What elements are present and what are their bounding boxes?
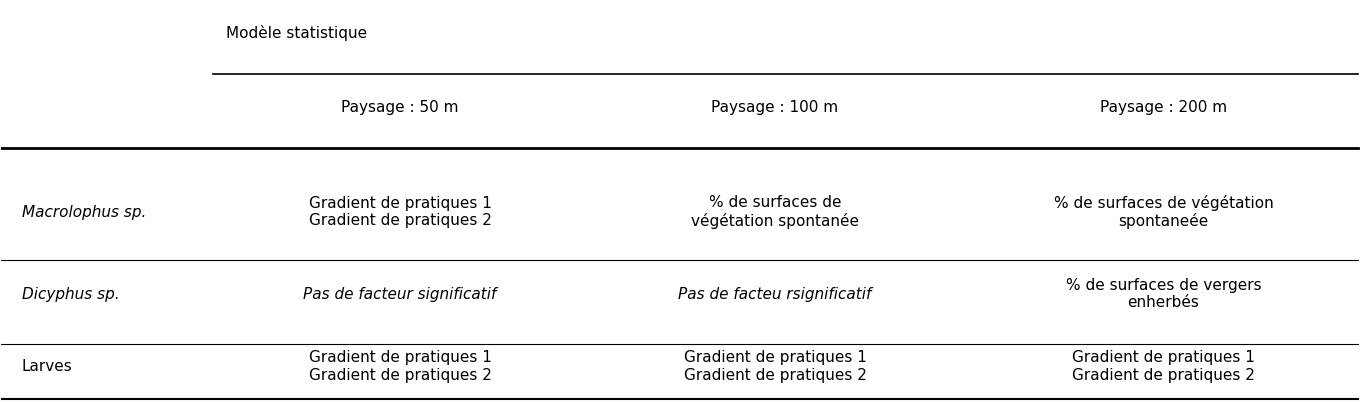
Text: Gradient de pratiques 1
Gradient de pratiques 2: Gradient de pratiques 1 Gradient de prat… [309, 350, 492, 383]
Text: Paysage : 50 m: Paysage : 50 m [342, 100, 459, 115]
Text: % de surfaces de
végétation spontanée: % de surfaces de végétation spontanée [691, 195, 859, 229]
Text: Paysage : 200 m: Paysage : 200 m [1100, 100, 1227, 115]
Text: Pas de facteur significatif: Pas de facteur significatif [303, 287, 497, 302]
Text: Macrolophus sp.: Macrolophus sp. [22, 204, 146, 219]
Text: % de surfaces de végétation
spontaneée: % de surfaces de végétation spontaneée [1053, 195, 1273, 229]
Text: Paysage : 100 m: Paysage : 100 m [712, 100, 839, 115]
Text: Gradient de pratiques 1
Gradient de pratiques 2: Gradient de pratiques 1 Gradient de prat… [1072, 350, 1255, 383]
Text: Pas de facteu rsignificatif: Pas de facteu rsignificatif [679, 287, 872, 302]
Text: Gradient de pratiques 1
Gradient de pratiques 2: Gradient de pratiques 1 Gradient de prat… [309, 196, 492, 228]
Text: Modèle statistique: Modèle statistique [227, 25, 367, 42]
Text: % de surfaces de vergers
enherbés: % de surfaces de vergers enherbés [1065, 278, 1261, 311]
Text: Dicyphus sp.: Dicyphus sp. [22, 287, 119, 302]
Text: Gradient de pratiques 1
Gradient de pratiques 2: Gradient de pratiques 1 Gradient de prat… [683, 350, 866, 383]
Text: Larves: Larves [22, 359, 72, 374]
